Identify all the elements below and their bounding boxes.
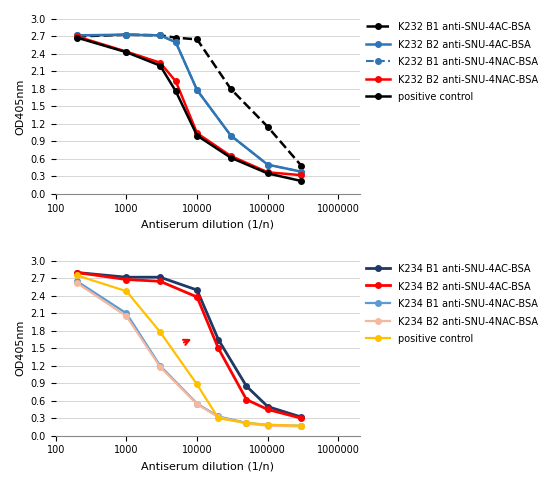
K232 B1 anti-SNU-4NAC-BSA [74,33,80,38]
K234 B2 anti-SNU-4AC-BSA [123,277,130,282]
positive control [215,416,222,421]
positive control [265,422,271,428]
K232 B1 anti-SNU-4AC-BSA [265,124,271,130]
K232 B1 anti-SNU-4NAC-BSA [227,133,234,139]
K234 B2 anti-SNU-4AC-BSA [74,270,80,276]
K234 B1 anti-SNU-4NAC-BSA [123,311,130,316]
Legend: K234 B1 anti-SNU-4AC-BSA, K234 B2 anti-SNU-4AC-BSA, K234 B1 anti-SNU-4NAC-BSA, K: K234 B1 anti-SNU-4AC-BSA, K234 B2 anti-S… [363,261,541,347]
K234 B1 anti-SNU-4NAC-BSA [74,278,80,284]
K232 B2 anti-SNU-4NAC-BSA [173,78,179,84]
K232 B1 anti-SNU-4AC-BSA [194,36,201,42]
K232 B1 anti-SNU-4NAC-BSA [123,32,130,37]
Line: K234 B1 anti-SNU-4NAC-BSA: K234 B1 anti-SNU-4NAC-BSA [74,278,304,429]
K232 B2 anti-SNU-4NAC-BSA [298,172,305,178]
positive control [298,423,305,429]
positive control [74,35,80,40]
X-axis label: Antiserum dilution (1/n): Antiserum dilution (1/n) [141,461,274,471]
positive control [173,88,179,94]
Line: K234 B1 anti-SNU-4AC-BSA: K234 B1 anti-SNU-4AC-BSA [74,270,304,420]
Legend: K232 B1 anti-SNU-4AC-BSA, K232 B2 anti-SNU-4AC-BSA, K232 B1 anti-SNU-4NAC-BSA, K: K232 B1 anti-SNU-4AC-BSA, K232 B2 anti-S… [363,19,541,105]
Line: K234 B2 anti-SNU-4AC-BSA: K234 B2 anti-SNU-4AC-BSA [74,270,304,421]
K234 B2 anti-SNU-4AC-BSA [215,346,222,351]
Line: K234 B2 anti-SNU-4NAC-BSA: K234 B2 anti-SNU-4NAC-BSA [74,280,304,429]
K234 B1 anti-SNU-4AC-BSA [215,337,222,343]
K232 B1 anti-SNU-4NAC-BSA [265,162,271,168]
K234 B1 anti-SNU-4AC-BSA [123,274,130,280]
K234 B2 anti-SNU-4NAC-BSA [74,280,80,286]
positive control [123,49,130,55]
K234 B2 anti-SNU-4AC-BSA [265,407,271,413]
K234 B2 anti-SNU-4AC-BSA [298,416,305,421]
K232 B2 anti-SNU-4NAC-BSA [227,153,234,159]
positive control [298,178,305,184]
K232 B2 anti-SNU-4AC-BSA [173,39,179,45]
K234 B2 anti-SNU-4NAC-BSA [265,423,271,429]
K234 B1 anti-SNU-4NAC-BSA [215,414,222,419]
K234 B2 anti-SNU-4AC-BSA [194,294,201,300]
K232 B1 anti-SNU-4AC-BSA [157,33,163,38]
K232 B2 anti-SNU-4NAC-BSA [123,49,130,54]
K232 B1 anti-SNU-4NAC-BSA [173,39,179,45]
K234 B1 anti-SNU-4NAC-BSA [243,420,250,426]
Y-axis label: OD405nm: OD405nm [15,320,25,377]
positive control [157,63,163,69]
K234 B2 anti-SNU-4AC-BSA [157,278,163,284]
K234 B1 anti-SNU-4NAC-BSA [298,423,305,429]
Line: K232 B2 anti-SNU-4NAC-BSA: K232 B2 anti-SNU-4NAC-BSA [74,34,304,178]
K232 B1 anti-SNU-4AC-BSA [74,34,80,39]
K232 B2 anti-SNU-4AC-BSA [123,32,130,37]
K234 B2 anti-SNU-4NAC-BSA [194,401,201,407]
K234 B2 anti-SNU-4NAC-BSA [123,313,130,319]
X-axis label: Antiserum dilution (1/n): Antiserum dilution (1/n) [141,219,274,229]
K232 B1 anti-SNU-4NAC-BSA [298,169,305,174]
positive control [194,133,201,139]
K234 B1 anti-SNU-4NAC-BSA [265,422,271,428]
K234 B2 anti-SNU-4NAC-BSA [243,420,250,426]
K232 B2 anti-SNU-4AC-BSA [227,133,234,139]
K234 B1 anti-SNU-4AC-BSA [157,274,163,280]
K234 B1 anti-SNU-4NAC-BSA [194,401,201,407]
K234 B1 anti-SNU-4AC-BSA [243,383,250,389]
Line: K232 B1 anti-SNU-4AC-BSA: K232 B1 anti-SNU-4AC-BSA [74,32,304,169]
K234 B2 anti-SNU-4AC-BSA [243,397,250,402]
K232 B2 anti-SNU-4NAC-BSA [194,130,201,136]
positive control [243,420,250,426]
K232 B2 anti-SNU-4AC-BSA [298,169,305,174]
K234 B1 anti-SNU-4AC-BSA [265,404,271,410]
Line: positive control: positive control [74,35,304,184]
Line: K232 B1 anti-SNU-4NAC-BSA: K232 B1 anti-SNU-4NAC-BSA [74,32,304,174]
K234 B1 anti-SNU-4AC-BSA [298,414,305,420]
K232 B2 anti-SNU-4NAC-BSA [157,60,163,66]
Line: positive control: positive control [74,273,304,429]
K234 B2 anti-SNU-4NAC-BSA [157,364,163,370]
K232 B1 anti-SNU-4AC-BSA [173,35,179,40]
K232 B1 anti-SNU-4AC-BSA [123,32,130,37]
positive control [265,171,271,176]
Line: K232 B2 anti-SNU-4AC-BSA: K232 B2 anti-SNU-4AC-BSA [74,32,304,174]
K232 B2 anti-SNU-4NAC-BSA [265,169,271,175]
K232 B2 anti-SNU-4AC-BSA [194,87,201,93]
positive control [227,155,234,160]
K234 B2 anti-SNU-4NAC-BSA [298,423,305,429]
positive control [194,382,201,387]
K234 B2 anti-SNU-4NAC-BSA [215,414,222,420]
K234 B1 anti-SNU-4AC-BSA [194,287,201,293]
positive control [123,288,130,294]
K234 B1 anti-SNU-4AC-BSA [74,270,80,276]
K234 B1 anti-SNU-4NAC-BSA [157,363,163,369]
K232 B1 anti-SNU-4NAC-BSA [194,87,201,93]
positive control [74,273,80,278]
positive control [157,329,163,335]
Y-axis label: OD405nm: OD405nm [15,78,25,135]
K232 B2 anti-SNU-4AC-BSA [265,162,271,168]
K232 B2 anti-SNU-4AC-BSA [157,33,163,38]
K232 B2 anti-SNU-4AC-BSA [74,33,80,38]
K232 B2 anti-SNU-4NAC-BSA [74,34,80,39]
K232 B1 anti-SNU-4AC-BSA [298,163,305,169]
K232 B1 anti-SNU-4AC-BSA [227,86,234,92]
K232 B1 anti-SNU-4NAC-BSA [157,33,163,38]
